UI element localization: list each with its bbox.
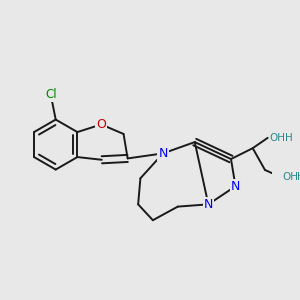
Text: N: N xyxy=(231,180,240,193)
Text: O: O xyxy=(96,118,106,131)
Text: H: H xyxy=(297,172,300,182)
Text: N: N xyxy=(204,198,213,211)
Text: Cl: Cl xyxy=(46,88,57,101)
Text: N: N xyxy=(158,147,168,160)
Text: H: H xyxy=(284,133,292,143)
Text: OH: OH xyxy=(270,133,286,143)
Text: OH: OH xyxy=(282,172,298,182)
